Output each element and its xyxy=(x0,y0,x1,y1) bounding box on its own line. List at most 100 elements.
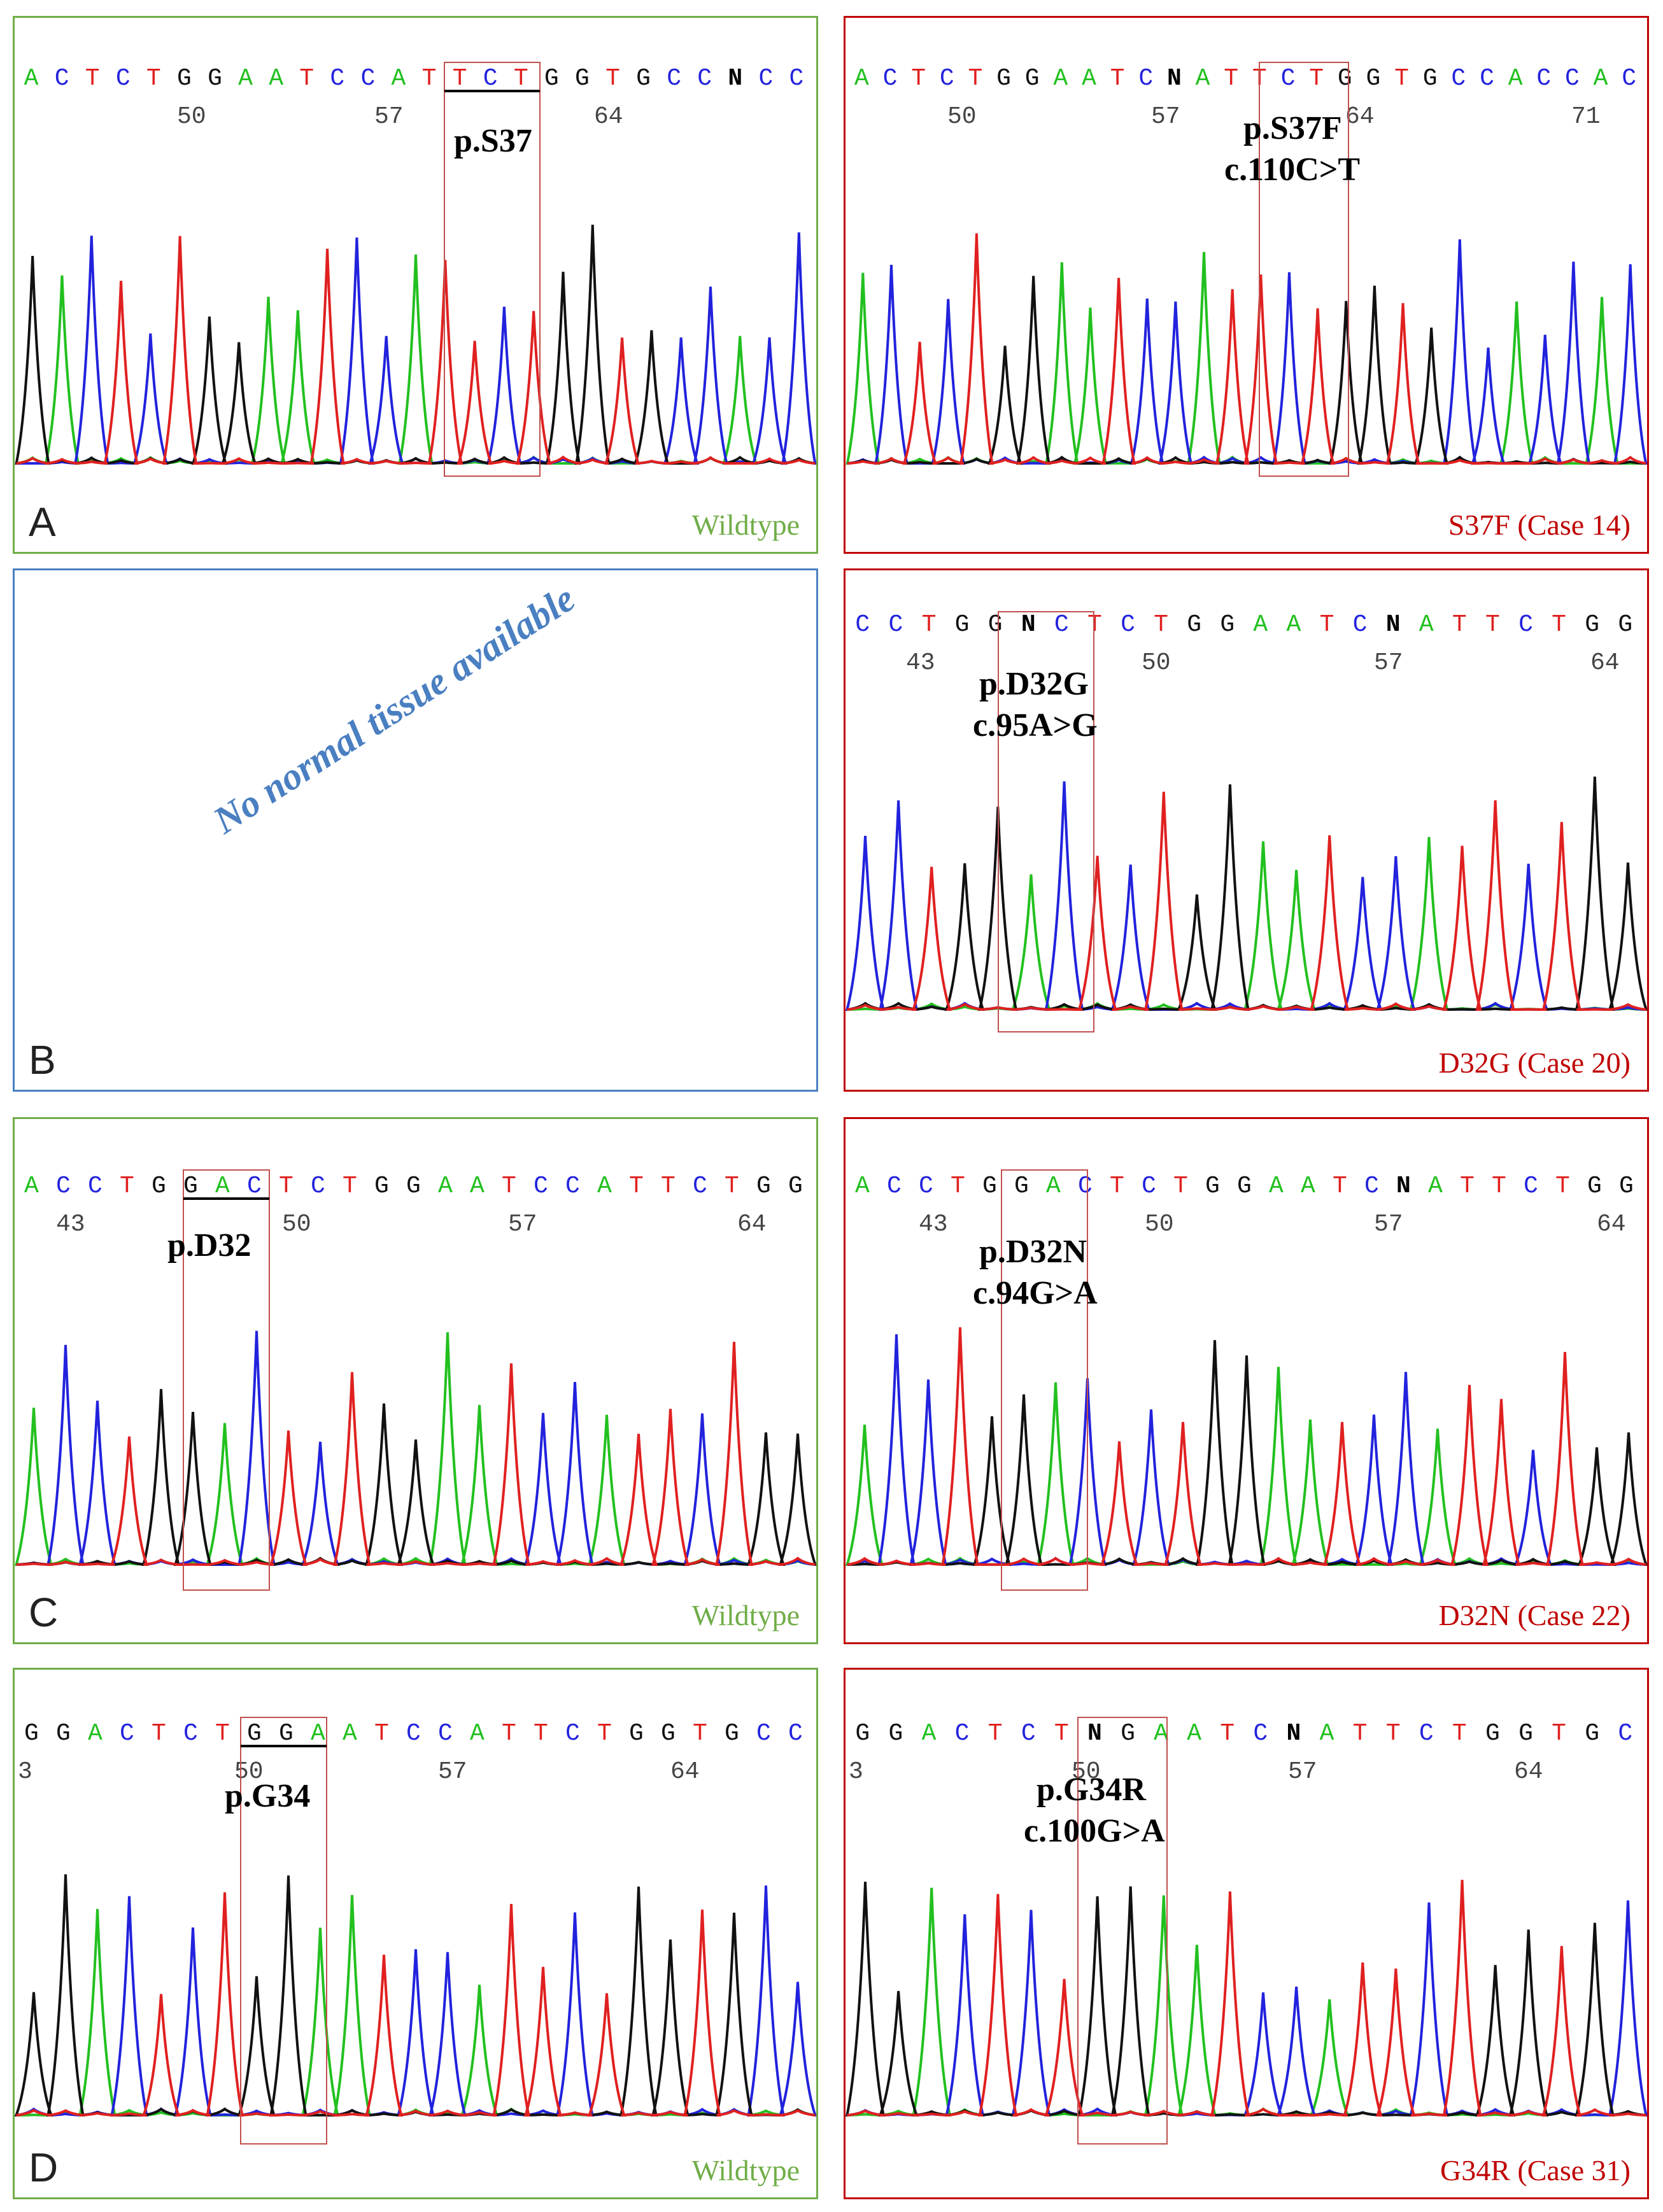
position-number: 64 xyxy=(1514,1758,1543,1786)
base-call: G xyxy=(1619,1173,1636,1200)
base-call: G xyxy=(1485,1720,1502,1747)
base-call: G xyxy=(1585,1720,1601,1747)
base-call: T xyxy=(693,1720,709,1747)
base-call: N xyxy=(1396,1173,1413,1200)
base-call: T xyxy=(1492,1173,1508,1200)
base-call: T xyxy=(152,1720,168,1747)
position-number: 57 xyxy=(1288,1758,1317,1786)
base-call: A xyxy=(1594,65,1610,92)
panel-letter: D xyxy=(29,2145,59,2190)
trace-t xyxy=(847,233,1646,465)
base-call: C xyxy=(1121,611,1137,638)
chromatogram-d-mutant: G G A C T C T N G A A T C N A T T C T G G T G C3 50 57 64p.G34Rc.1… xyxy=(846,1717,1647,2145)
base-call: T xyxy=(951,1173,967,1200)
base-call: C xyxy=(1281,65,1298,92)
trace-a xyxy=(847,1887,1646,2117)
panel-caption: D32G (Case 20) xyxy=(1438,1046,1631,1079)
base-call: N xyxy=(1021,611,1038,638)
base-call: G xyxy=(177,65,194,92)
base-call: G xyxy=(279,1720,295,1747)
base-call: G xyxy=(56,1720,73,1747)
base-call: C xyxy=(1142,1173,1158,1200)
base-call: A xyxy=(1253,611,1270,638)
base-call: T xyxy=(422,65,439,92)
base-call: G xyxy=(855,1720,872,1747)
base-call: A xyxy=(1154,1720,1170,1747)
trace-a xyxy=(16,254,816,465)
no-normal-tissue-note: No normal tissue available xyxy=(206,577,583,842)
base-call: A xyxy=(1508,65,1525,92)
base-call: G xyxy=(988,611,1005,638)
position-number: 57 xyxy=(1374,649,1403,677)
panel-b-normal-tissue: No normal tissue available B xyxy=(13,568,818,1092)
base-call: C xyxy=(120,1720,136,1747)
mutation-label: p.S37F xyxy=(1243,110,1342,146)
base-call: A xyxy=(1301,1173,1317,1200)
base-call: T xyxy=(725,1173,741,1200)
base-call: G xyxy=(575,65,591,92)
position-number: 57 xyxy=(1374,1211,1403,1238)
trace-g xyxy=(846,1882,1646,2117)
mutation-label: p.G34R xyxy=(1037,1772,1147,1808)
base-call: C xyxy=(855,611,872,638)
panel-a-mutant: A C T C T G G A A T C N A T T C T G G T G C C A C C A C 50 57 64 71 p.S3… xyxy=(844,16,1649,554)
base-call: T xyxy=(1220,1720,1236,1747)
base-call: C xyxy=(565,1720,582,1747)
panel-letter: C xyxy=(29,1589,59,1635)
mutation-label: p.D32 xyxy=(167,1227,251,1264)
panel-b-mutant: C C T G G N C T C T G G A A T C N A T T C T G G 43 50 57 64 p.D32G c.… xyxy=(844,568,1649,1092)
base-call: T xyxy=(215,1720,232,1747)
base-call: G xyxy=(1585,611,1601,638)
position-number: 50 xyxy=(947,103,977,130)
base-call: T xyxy=(1054,1720,1071,1747)
base-call: T xyxy=(502,1720,518,1747)
base-call: C xyxy=(883,65,900,92)
base-call: T xyxy=(1386,1720,1403,1747)
mutation-label: c.110C>T xyxy=(1224,151,1360,188)
base-call: T xyxy=(629,1173,646,1200)
panel-c-wildtype: A C C T G G A C T C T G G A A T C C A T T C T G G 43 50 57 64 p.D32 C… xyxy=(13,1117,818,1644)
mutation-label: c.94G>A xyxy=(973,1275,1098,1311)
base-call: G xyxy=(406,1173,423,1200)
panel-d-wildtype: G G A C T C T G G A A T C C A T T C T G G T G C C 3 50 57 64 p.G34 D … xyxy=(13,1668,818,2199)
chromatogram-a-wildtype: A C T C T G G A A T C C A T T C T G G T G C C N C C50 57 64p.S37 xyxy=(15,62,816,477)
trace-a xyxy=(16,1895,816,2117)
panel-a-wildtype: A C T C T G G A A T C C A T T C T G G T G C C N C C 50 57 64 p.S37 A … xyxy=(13,16,818,554)
base-call: A xyxy=(1287,611,1303,638)
base-call: G xyxy=(982,1173,999,1200)
base-call: C xyxy=(116,65,132,92)
base-call: C xyxy=(1138,65,1155,92)
chromatogram-b-mutant: C C T G G N C T C T G G A A T C N A T T C T G G43 50 57 64p.D32Gc.… xyxy=(846,611,1647,1032)
base-call: C xyxy=(88,1173,104,1200)
chromatogram-c-wildtype: A C C T G G A C T C T G G A A T C C A T T C T G G43 50 57 64p.D32 xyxy=(15,1169,816,1591)
position-number: 50 xyxy=(1142,649,1171,677)
trace-t xyxy=(847,791,1646,1011)
base-call: C xyxy=(56,1173,73,1200)
base-call: T xyxy=(1252,65,1269,92)
base-call: C xyxy=(483,65,500,92)
mutation-box xyxy=(1259,62,1349,477)
base-call: T xyxy=(120,1173,136,1200)
base-call: A xyxy=(1053,65,1070,92)
base-call: G xyxy=(1121,1720,1137,1747)
trace-g xyxy=(16,1389,816,1566)
base-call: A xyxy=(392,65,408,92)
panel-caption: Wildtype xyxy=(691,509,800,541)
position-number: 50 xyxy=(177,103,206,130)
base-call: T xyxy=(968,65,985,92)
base-call: G xyxy=(1220,611,1236,638)
position-number: 43 xyxy=(906,649,935,677)
position-number: 50 xyxy=(234,1758,264,1786)
base-call: G xyxy=(24,1720,41,1747)
base-call: C xyxy=(789,65,806,92)
trace-c xyxy=(847,1900,1647,2117)
base-call: N xyxy=(1287,1720,1303,1747)
base-call: N xyxy=(1087,1720,1104,1747)
base-call: A xyxy=(470,1720,486,1747)
base-call: A xyxy=(1269,1173,1285,1200)
chromatogram-a-mutant: A C T C T G G A A T C N A T T C T G G T G C C A C C A C50 57 64 71p.S3… xyxy=(846,62,1647,477)
base-call: C xyxy=(788,1720,805,1747)
base-call: C xyxy=(758,65,775,92)
